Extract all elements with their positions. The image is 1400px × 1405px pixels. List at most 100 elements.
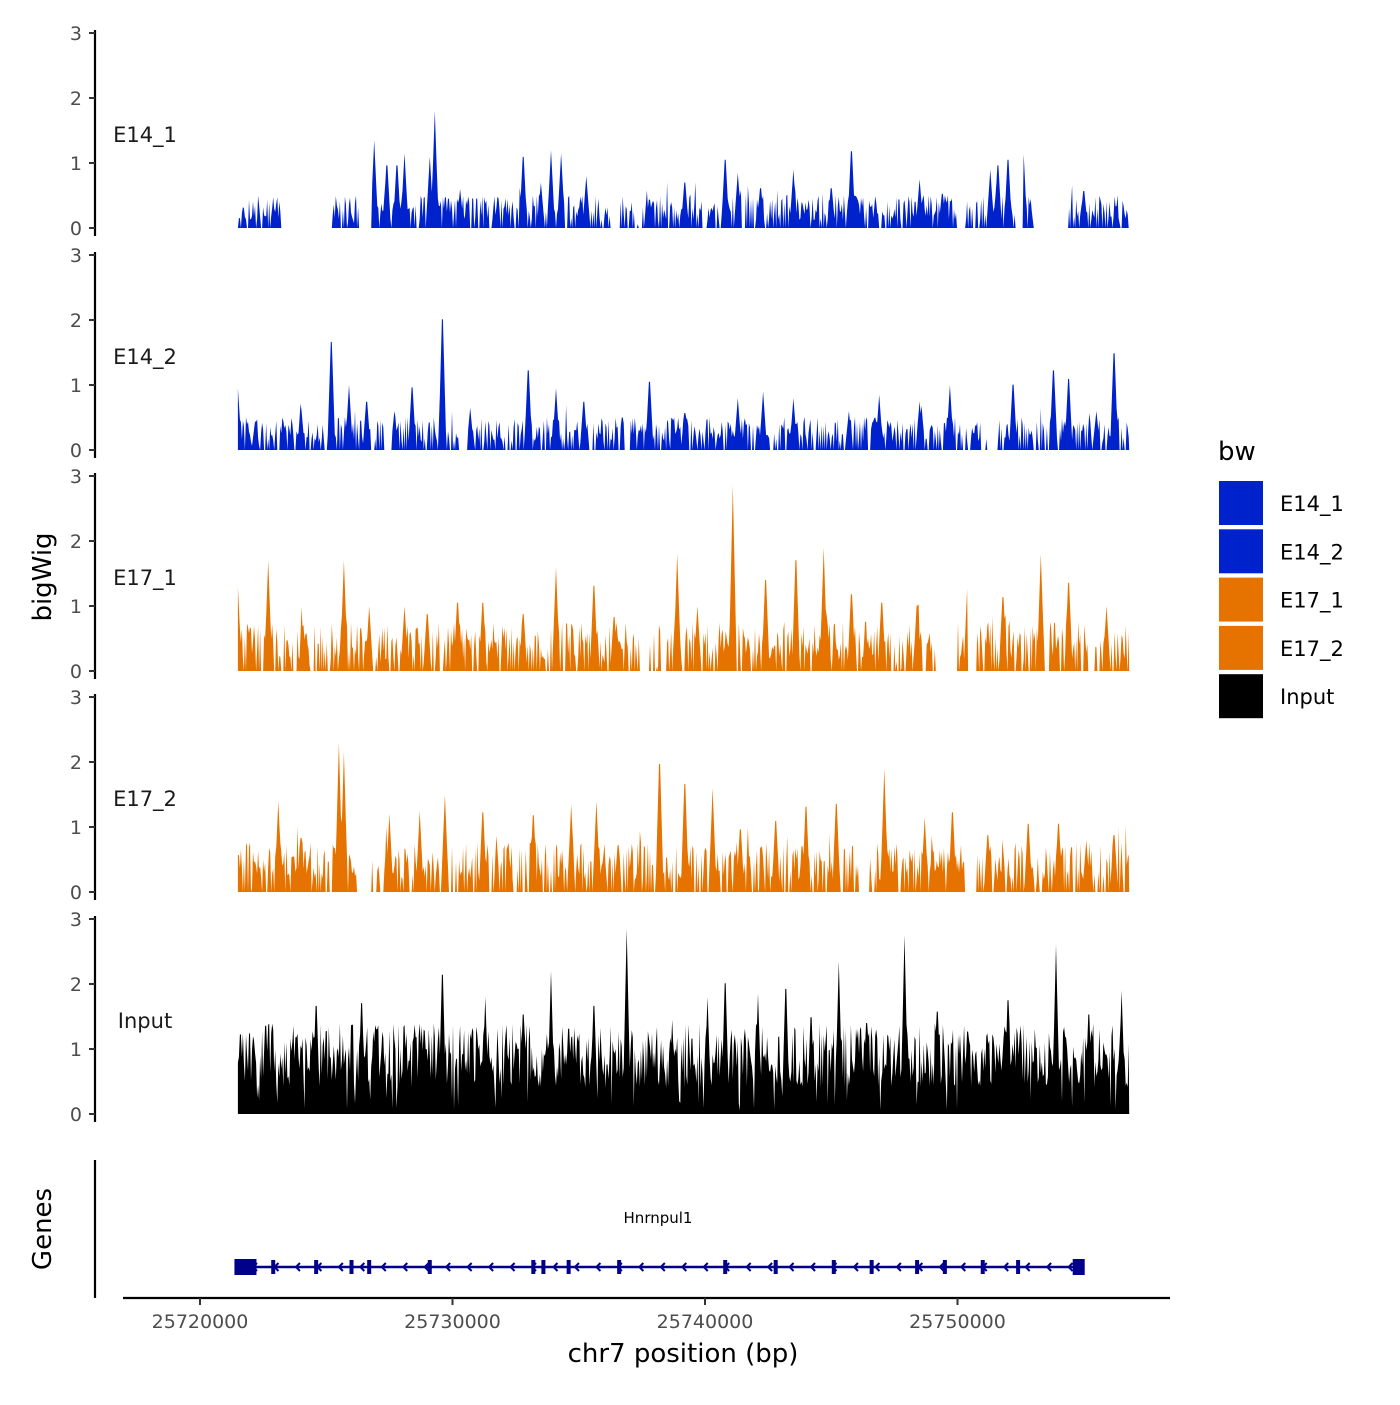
gene-exon bbox=[531, 1260, 536, 1274]
gene-exon bbox=[723, 1260, 728, 1274]
strand-arrow bbox=[766, 1262, 773, 1272]
strand-arrow bbox=[1045, 1262, 1052, 1272]
legend-label: Input bbox=[1280, 685, 1334, 709]
strand-arrow bbox=[637, 1262, 645, 1272]
strand-arrow bbox=[659, 1262, 666, 1272]
gene-exon bbox=[566, 1260, 571, 1274]
gene-exon bbox=[831, 1260, 836, 1274]
strand-arrow bbox=[423, 1262, 430, 1272]
x-tick-label: 25730000 bbox=[404, 1311, 501, 1333]
x-tick-label: 25750000 bbox=[909, 1311, 1006, 1333]
track-label: E14_2 bbox=[113, 345, 177, 370]
y-tick-label: 3 bbox=[70, 687, 82, 709]
gene-exon bbox=[915, 1260, 920, 1274]
signal-area-e17-2 bbox=[237, 742, 1130, 892]
gene-label: Hnrnpul1 bbox=[624, 1209, 693, 1227]
y-tick-label: 1 bbox=[70, 153, 82, 175]
strand-arrow bbox=[487, 1262, 494, 1272]
gene-exon bbox=[942, 1260, 947, 1274]
y-tick-label: 2 bbox=[70, 974, 82, 996]
strand-arrow bbox=[874, 1262, 881, 1272]
strand-arrow bbox=[466, 1262, 473, 1272]
strand-arrow bbox=[509, 1262, 516, 1272]
strand-arrow bbox=[358, 1262, 366, 1272]
strand-arrow bbox=[1024, 1262, 1031, 1272]
legend-swatch bbox=[1219, 674, 1263, 719]
y-tick-label: 2 bbox=[70, 88, 82, 110]
y-tick-label: 1 bbox=[70, 1039, 82, 1061]
y-tick-label: 1 bbox=[70, 375, 82, 397]
strand-arrow bbox=[745, 1262, 752, 1272]
legend-label: E14_1 bbox=[1280, 492, 1344, 517]
gene-exon bbox=[367, 1260, 372, 1274]
y-tick-label: 2 bbox=[70, 310, 82, 332]
tracks-panel: 0 1 2 3 E14_1 0 1 2 3 E14_2 0 1 2 3 E17_1 0 1 2 3 E17_2 0 1 2 3… bbox=[70, 23, 1130, 1126]
genes-panel: Genes Hnrnpul1 bbox=[28, 1160, 1085, 1298]
strand-arrow bbox=[1002, 1262, 1009, 1272]
signal-area-e14-2 bbox=[237, 319, 1130, 450]
strand-arrow bbox=[788, 1262, 795, 1272]
x-tick-label: 25740000 bbox=[657, 1311, 754, 1333]
legend-swatch bbox=[1219, 577, 1263, 622]
y-tick-label: 2 bbox=[70, 531, 82, 553]
gene-exon bbox=[869, 1260, 874, 1274]
strand-arrow bbox=[337, 1262, 344, 1272]
gene-exon bbox=[773, 1260, 778, 1274]
y-tick-label: 1 bbox=[70, 817, 82, 839]
legend-label: E14_2 bbox=[1280, 540, 1344, 565]
strand-arrow bbox=[573, 1262, 580, 1272]
gene-exon bbox=[349, 1260, 354, 1274]
track-e17-1: 0 1 2 3 E17_1 bbox=[70, 466, 1130, 683]
track-e17-2: 0 1 2 3 E17_2 bbox=[70, 687, 1130, 904]
track-e14-1: 0 1 2 3 E14_1 bbox=[70, 23, 1130, 240]
track-label: E17_1 bbox=[113, 566, 177, 591]
signal-area-input bbox=[237, 928, 1130, 1114]
gene-exon bbox=[1016, 1260, 1021, 1274]
strand-arrow bbox=[852, 1262, 859, 1272]
gene-exon bbox=[980, 1260, 985, 1274]
track-input: 0 1 2 3 Input bbox=[70, 909, 1130, 1126]
x-axis: 25720000 25730000 25740000 25750000 bbox=[123, 1296, 1170, 1333]
track-e14-2: 0 1 2 3 E14_2 bbox=[70, 245, 1130, 462]
legend-swatch bbox=[1219, 625, 1263, 670]
y-tick-label: 0 bbox=[70, 440, 82, 462]
legend-label: E17_1 bbox=[1280, 589, 1344, 614]
x-axis-title: chr7 position (bp) bbox=[568, 1339, 799, 1369]
legend-item-e14-2: E14_2 bbox=[1219, 529, 1344, 574]
strand-arrow bbox=[895, 1262, 902, 1272]
y-tick-label: 0 bbox=[70, 218, 82, 240]
y-tick-label: 0 bbox=[70, 882, 82, 904]
gene-exon bbox=[427, 1260, 432, 1274]
gene-exon bbox=[271, 1260, 276, 1274]
legend-item-e17-1: E17_1 bbox=[1219, 577, 1344, 622]
strand-arrow bbox=[294, 1262, 301, 1272]
track-label: E14_1 bbox=[113, 123, 177, 148]
y-tick-label: 0 bbox=[70, 661, 82, 683]
signal-area-e14-1 bbox=[237, 111, 1130, 228]
legend-item-input: Input bbox=[1219, 674, 1334, 719]
y-tick-label: 3 bbox=[70, 23, 82, 45]
legend-swatch bbox=[1219, 529, 1263, 574]
gene-exon bbox=[314, 1260, 319, 1274]
strand-arrow bbox=[401, 1262, 408, 1272]
legend-title: bw bbox=[1218, 437, 1256, 467]
track-label: E17_2 bbox=[113, 787, 177, 812]
strand-arrow bbox=[444, 1262, 451, 1272]
genes-panel-title: Genes bbox=[28, 1188, 58, 1270]
legend: bw E14_1 E14_2 E17_1 E17_2 Input bbox=[1218, 437, 1344, 719]
y-axis-title: bigWig bbox=[28, 532, 58, 621]
y-tick-label: 3 bbox=[70, 466, 82, 488]
strand-arrow bbox=[938, 1262, 945, 1272]
y-tick-label: 3 bbox=[70, 245, 82, 267]
gene-exon bbox=[617, 1260, 622, 1274]
gene-exon bbox=[541, 1260, 546, 1274]
track-label: Input bbox=[118, 1009, 172, 1033]
strand-arrow bbox=[1067, 1262, 1074, 1272]
strand-arrow bbox=[959, 1262, 966, 1272]
legend-item-e17-2: E17_2 bbox=[1219, 625, 1344, 670]
y-tick-label: 0 bbox=[70, 1104, 82, 1126]
y-tick-label: 1 bbox=[70, 596, 82, 618]
strand-arrow bbox=[702, 1262, 709, 1272]
